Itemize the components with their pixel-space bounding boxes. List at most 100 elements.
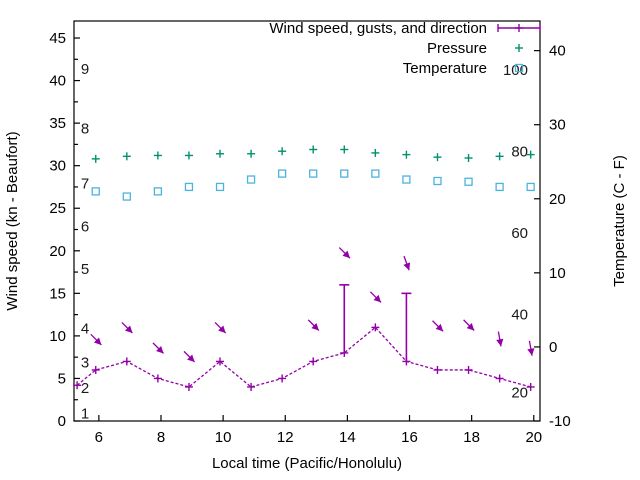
wind-direction-arrow-10 xyxy=(463,319,475,331)
wind-point-3 xyxy=(153,374,162,383)
beaufort-label-7: 7 xyxy=(81,176,89,193)
temperature-point-2 xyxy=(153,187,163,196)
wind-direction-arrow-7 xyxy=(369,291,382,303)
y-tick-label-15: 15 xyxy=(49,285,66,302)
y-tick-label-45: 45 xyxy=(49,30,66,47)
y2-axis-title: Temperature (C - F) xyxy=(611,155,628,287)
temperature-point-4 xyxy=(215,182,225,192)
legend-marker-2 xyxy=(514,63,524,73)
pressure-point-11 xyxy=(433,153,442,162)
temperature-point-13 xyxy=(495,182,504,192)
wind-point-0 xyxy=(73,381,82,390)
wind-speed-line xyxy=(76,326,531,388)
y-tick-label-25: 25 xyxy=(49,200,66,217)
temperature-point-10 xyxy=(402,175,411,184)
pressure-point-7 xyxy=(309,145,318,154)
legend-label-2: Temperature xyxy=(403,60,487,77)
wind-point-12 xyxy=(433,365,442,374)
temperature-point-6 xyxy=(277,169,287,178)
x-tick-label-14: 14 xyxy=(339,429,356,446)
wind-point-2 xyxy=(122,357,131,366)
x-tick-label-18: 18 xyxy=(463,429,480,446)
pressure-point-3 xyxy=(184,151,193,160)
wind-point-15 xyxy=(526,382,535,391)
y-tick-label-10: 10 xyxy=(49,328,66,345)
beaufort-label-6: 6 xyxy=(81,218,89,235)
fahrenheit-label-80: 80 xyxy=(511,144,528,161)
legend-label-0: Wind speed, gusts, and direction xyxy=(269,20,487,37)
pressure-point-0 xyxy=(91,154,100,163)
temperature-point-14 xyxy=(526,182,535,192)
legend-marker-1 xyxy=(515,44,523,52)
wind-direction-arrow-3 xyxy=(183,350,196,363)
legend-label-1: Pressure xyxy=(427,40,487,57)
fahrenheit-label-60: 60 xyxy=(511,225,528,242)
pressure-point-10 xyxy=(402,150,411,159)
x-tick-label-8: 8 xyxy=(157,429,165,446)
y2-tick-label--10: -10 xyxy=(549,413,571,430)
wind-point-8 xyxy=(309,357,318,366)
pressure-point-6 xyxy=(278,147,287,156)
pressure-point-8 xyxy=(340,145,349,154)
beaufort-label-8: 8 xyxy=(81,120,89,137)
wind-direction-arrow-5 xyxy=(307,319,320,331)
fahrenheit-label-40: 40 xyxy=(511,307,528,324)
wind-point-4 xyxy=(184,382,193,391)
beaufort-label-9: 9 xyxy=(81,61,89,78)
y2-tick-label-20: 20 xyxy=(549,191,566,208)
x-tick-label-6: 6 xyxy=(95,429,103,446)
y-axis-title: Wind speed (kn - Beaufort) xyxy=(4,131,21,310)
wind-direction-arrow-11 xyxy=(496,331,504,347)
y-tick-label-0: 0 xyxy=(58,413,66,430)
x-tick-label-12: 12 xyxy=(277,429,294,446)
pressure-point-9 xyxy=(371,148,380,157)
y2-tick-label-10: 10 xyxy=(549,265,566,282)
pressure-point-4 xyxy=(216,149,225,158)
x-tick-label-10: 10 xyxy=(215,429,232,446)
beaufort-label-5: 5 xyxy=(81,261,89,278)
y-tick-label-30: 30 xyxy=(49,158,66,175)
x-axis-title: Local time (Pacific/Honolulu) xyxy=(212,455,402,472)
pressure-point-2 xyxy=(153,151,162,160)
wind-point-9 xyxy=(340,348,349,357)
temperature-point-11 xyxy=(433,176,442,186)
beaufort-label-3: 3 xyxy=(81,354,89,371)
pressure-point-12 xyxy=(464,154,473,163)
x-tick-label-20: 20 xyxy=(525,429,542,446)
y2-tick-label-30: 30 xyxy=(549,117,566,134)
temperature-point-1 xyxy=(122,192,131,201)
wind-direction-arrow-1 xyxy=(121,321,133,334)
pressure-point-13 xyxy=(495,152,504,161)
wind-point-14 xyxy=(495,374,504,383)
y-tick-label-5: 5 xyxy=(58,370,66,387)
beaufort-label-2: 2 xyxy=(81,380,89,397)
temperature-point-9 xyxy=(371,169,380,178)
wind-point-13 xyxy=(464,365,473,374)
y-tick-label-35: 35 xyxy=(49,115,66,132)
wind-direction-arrow-9 xyxy=(432,320,444,332)
temperature-point-8 xyxy=(340,169,349,178)
wind-point-10 xyxy=(371,323,380,332)
wind-direction-arrow-4 xyxy=(214,321,227,334)
temperature-point-5 xyxy=(246,175,256,184)
x-tick-label-16: 16 xyxy=(401,429,418,446)
temperature-point-3 xyxy=(184,182,194,192)
temperature-point-7 xyxy=(309,169,318,178)
y-tick-label-20: 20 xyxy=(49,243,66,260)
wind-direction-arrow-0 xyxy=(90,333,102,346)
fahrenheit-label-20: 20 xyxy=(511,384,528,401)
y2-tick-label-0: 0 xyxy=(549,339,557,356)
wind-direction-arrow-12 xyxy=(527,340,535,356)
wind-point-11 xyxy=(402,357,411,366)
pressure-point-14 xyxy=(526,150,535,159)
wind-point-5 xyxy=(216,357,225,366)
wind-direction-arrow-8 xyxy=(403,255,411,271)
pressure-point-1 xyxy=(122,152,131,161)
wind-point-1 xyxy=(91,365,100,374)
beaufort-label-4: 4 xyxy=(81,320,89,337)
legend-marker-0 xyxy=(515,24,523,32)
wind-point-7 xyxy=(278,374,287,383)
plot-frame xyxy=(73,20,541,422)
